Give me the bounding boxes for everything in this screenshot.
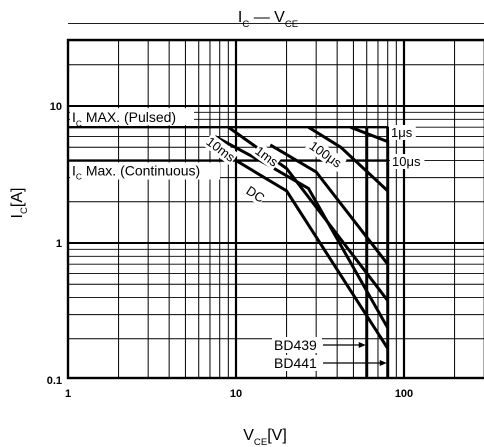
curve-label-dc: DC [243, 183, 267, 206]
x-tick-label: 100 [395, 388, 413, 400]
label-backdrop [243, 182, 268, 206]
y-tick-label: 0.1 [47, 375, 62, 387]
curve-10us [307, 125, 389, 192]
label-backdrop [304, 136, 347, 173]
voltage-limits [365, 127, 390, 378]
label-backdrop [70, 108, 194, 126]
chart-title: IC — VCE [238, 9, 298, 30]
voltage-label-bd441: BD441 [274, 355, 317, 371]
curve-10ms [214, 135, 390, 329]
x-tick-label: 10 [230, 388, 242, 400]
y-tick-label: 1 [56, 238, 62, 250]
label-backdrop [251, 142, 282, 171]
curve-100us [269, 143, 389, 266]
curve-label-1us: 1μs [391, 125, 413, 140]
grid [66, 23, 484, 380]
x-axis-label: VCE[V] [243, 427, 287, 447]
curve-label-10us: 10μs [392, 154, 421, 169]
ic-max-continuous-label: IC Max. (Continuous) [72, 163, 200, 182]
voltage-label-bd439: BD439 [274, 337, 317, 353]
label-backdrop [70, 162, 220, 180]
label-backdrop [272, 337, 322, 353]
label-backdrop [390, 154, 425, 169]
soa-curves [214, 125, 390, 350]
y-axis-label: IC[A] [9, 188, 30, 219]
curve-dc [235, 159, 389, 350]
arrow-head [358, 342, 366, 348]
arrow-head [379, 360, 387, 366]
ic-max-pulsed-label: IC MAX. (Pulsed) [72, 109, 176, 128]
y-tick-label: 10 [50, 101, 62, 113]
curve-1us [349, 125, 389, 143]
curve-1ms [227, 125, 389, 302]
x-tick-label: 1 [65, 388, 71, 400]
label-backdrop [202, 133, 239, 166]
label-backdrop [272, 355, 322, 371]
plot-frame [66, 38, 484, 380]
curve-label-100us: 100μs [307, 138, 345, 171]
label-backdrop [389, 125, 416, 140]
